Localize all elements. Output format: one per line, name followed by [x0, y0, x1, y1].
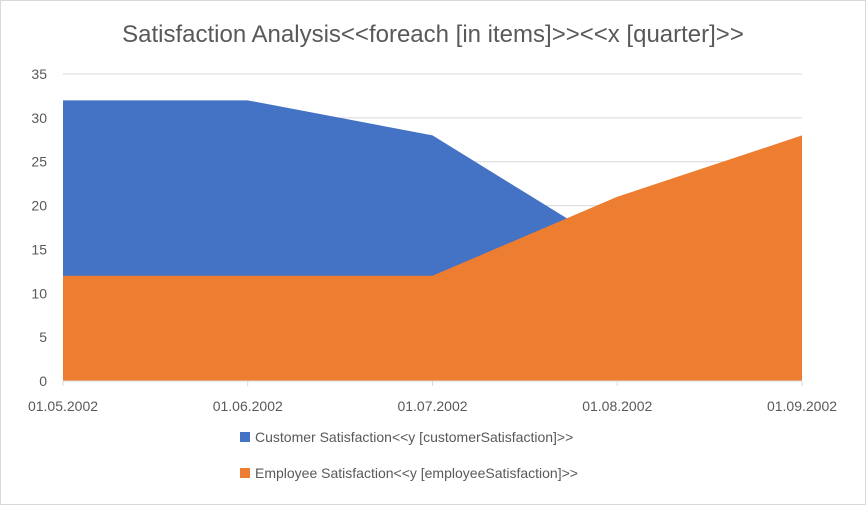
- y-tick-label: 30: [31, 110, 47, 126]
- series-areas: [63, 100, 802, 382]
- x-tick-label: 01.08.2002: [582, 398, 652, 414]
- legend-label-2: Employee Satisfaction<<y [employeeSatisf…: [255, 465, 578, 481]
- legend-swatch-2: [240, 468, 250, 478]
- legend: Customer Satisfaction<<y [customerSatisf…: [240, 429, 578, 481]
- y-tick-label: 10: [31, 285, 47, 301]
- y-tick-label: 0: [39, 373, 47, 389]
- x-tick-label: 01.09.2002: [767, 398, 837, 414]
- x-tick-label: 01.06.2002: [213, 398, 283, 414]
- y-tick-label: 25: [31, 154, 47, 170]
- chart-title: Satisfaction Analysis<<foreach [in items…: [122, 21, 744, 48]
- y-tick-label: 5: [39, 329, 47, 345]
- legend-label-1: Customer Satisfaction<<y [customerSatisf…: [255, 429, 573, 445]
- y-tick-label: 15: [31, 241, 47, 257]
- area-series-2: [63, 135, 802, 381]
- legend-swatch-1: [240, 432, 250, 442]
- x-tick-label: 01.05.2002: [28, 398, 98, 414]
- axes: 0 5 10 15 20 25 30 35 01.05.2002 01.06.2002 01.07.…: [28, 66, 837, 414]
- x-tick-label: 01.07.2002: [397, 398, 467, 414]
- y-tick-label: 20: [31, 198, 47, 214]
- y-tick-label: 35: [31, 66, 47, 82]
